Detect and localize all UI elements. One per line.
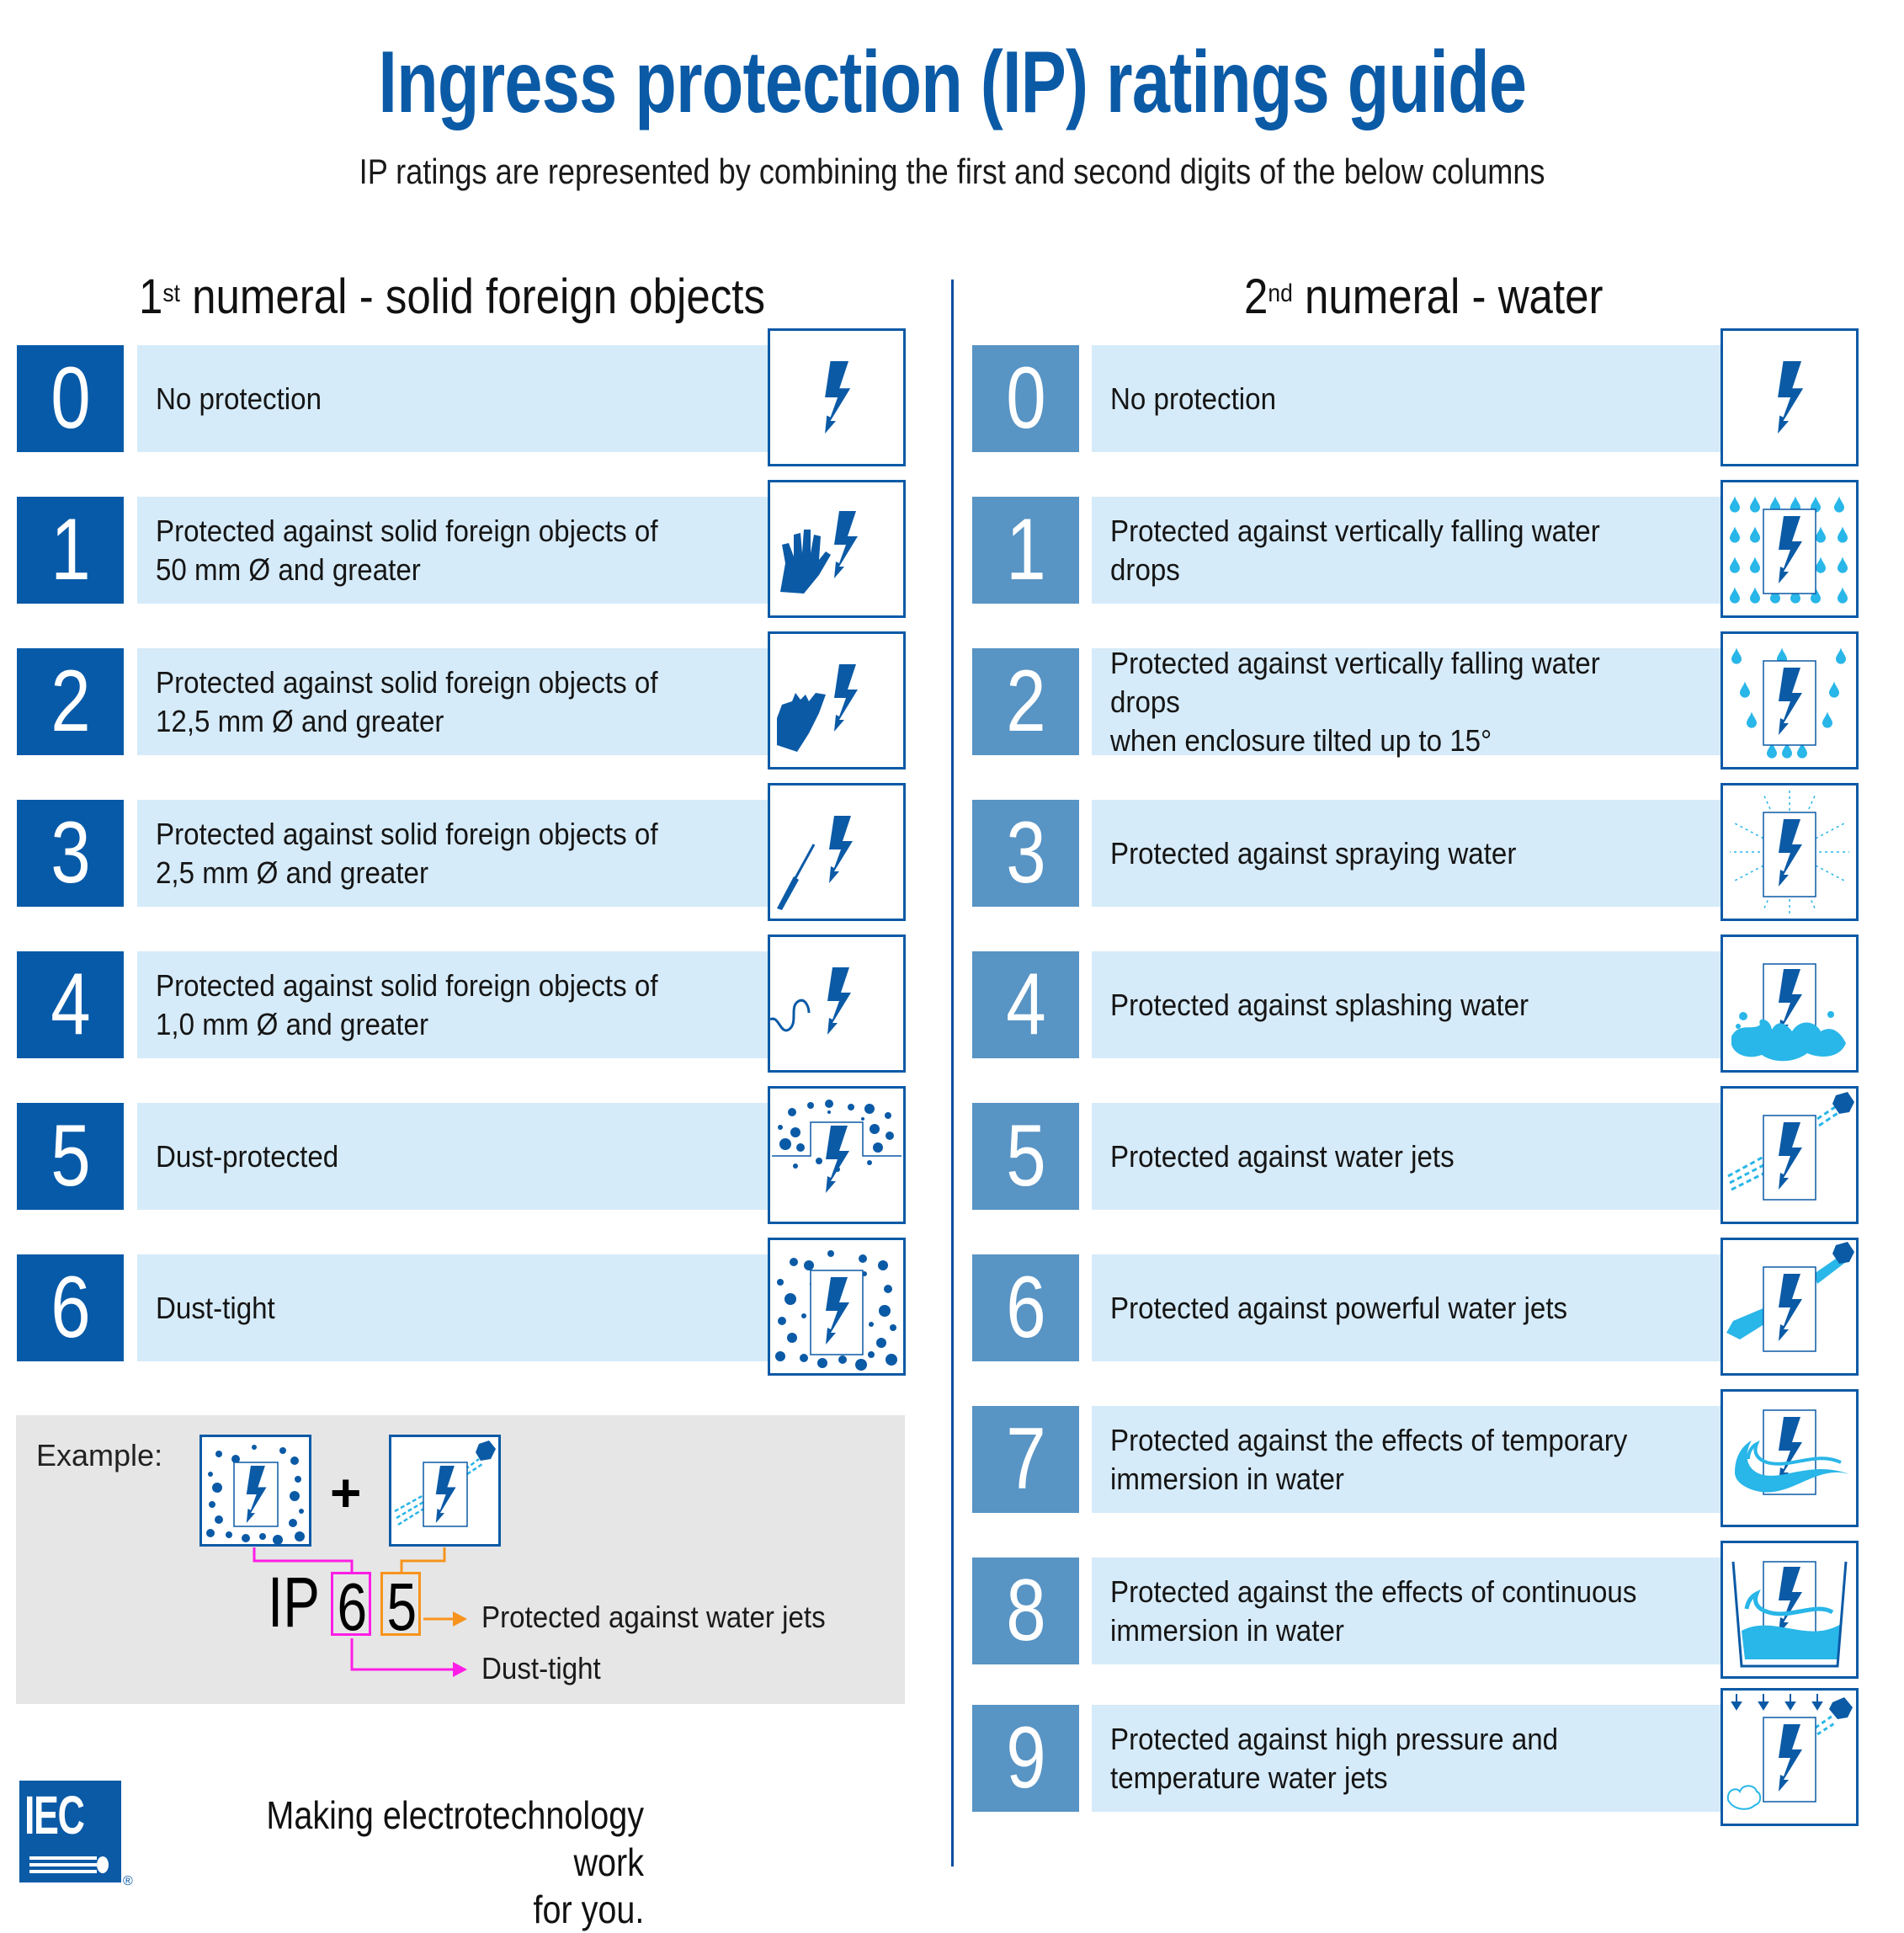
solids-row-1: 1 Protected against solid foreign object… [17, 480, 909, 643]
rating-digit: 3 [17, 800, 124, 907]
solids-row-5: 5 Dust-protected [17, 1086, 909, 1249]
screwdriver-icon [768, 783, 906, 921]
iec-logo: IEC [19, 1781, 121, 1882]
splash-icon [1721, 935, 1859, 1073]
water-jet-icon [1721, 1086, 1859, 1224]
water-row-6: 6 Protected against powerful water jets [972, 1238, 1864, 1401]
powerful-jet-icon [1721, 1238, 1859, 1376]
rating-digit: 5 [972, 1103, 1079, 1210]
second-digit-box: 5 [380, 1572, 421, 1641]
rating-digit: 9 [972, 1705, 1079, 1812]
rating-digit: 5 [17, 1103, 124, 1210]
rating-digit: 0 [17, 345, 124, 452]
rating-digit: 1 [972, 497, 1079, 604]
rating-description: No protection [137, 345, 769, 452]
first-digit-meaning: Dust-tight [481, 1651, 601, 1685]
water-row-2: 2 Protected against vertically falling w… [972, 631, 1864, 795]
solids-row-3: 3 Protected against solid foreign object… [17, 783, 909, 946]
rating-description: Protected against high pressure and temp… [1092, 1705, 1721, 1812]
rating-description: No protection [1092, 345, 1721, 452]
rating-description: Protected against solid foreign objects … [137, 648, 769, 755]
bolt-icon [768, 328, 906, 466]
solids-row-2: 2 Protected against solid foreign object… [17, 631, 909, 795]
rating-description: Protected against solid foreign objects … [137, 951, 769, 1058]
rating-description: Protected against solid foreign objects … [137, 800, 769, 907]
rating-digit: 1 [17, 497, 124, 604]
water-row-8: 8 Protected against the effects of conti… [972, 1541, 1864, 1704]
rating-digit: 4 [17, 951, 124, 1058]
rating-digit: 6 [17, 1254, 124, 1361]
example-label: Example: [36, 1438, 163, 1472]
drops-tilted-icon [1721, 631, 1859, 769]
rating-description: Protected against the effects of tempora… [1092, 1406, 1721, 1513]
high-pressure-jet-icon [1721, 1688, 1859, 1826]
water-row-3: 3 Protected against spraying water [972, 783, 1864, 946]
rating-digit: 6 [972, 1254, 1079, 1361]
solids-row-0: 0 No protection [17, 328, 909, 492]
rating-description: Dust-tight [137, 1254, 769, 1361]
drops-vertical-icon [1721, 480, 1859, 618]
wave-icon [1721, 1389, 1859, 1527]
dust-full-icon [199, 1435, 311, 1547]
hand-icon [768, 480, 906, 618]
rating-description: Protected against the effects of continu… [1092, 1558, 1721, 1664]
water-column-heading: 2nd numeral - water [1244, 269, 1604, 324]
bolt-icon [1721, 328, 1859, 466]
rating-description: Protected against vertically falling wat… [1092, 497, 1721, 604]
rating-digit: 0 [972, 345, 1079, 452]
finger-icon [768, 631, 906, 769]
rating-digit: 7 [972, 1406, 1079, 1513]
water-row-1: 1 Protected against vertically falling w… [972, 480, 1864, 643]
rating-description: Protected against splashing water [1092, 951, 1721, 1058]
dust-full-icon [768, 1238, 906, 1376]
plus-sign: + [330, 1462, 362, 1523]
ip-prefix: IP [268, 1563, 320, 1642]
immersion-tank-icon [1721, 1541, 1859, 1679]
wire-icon [768, 935, 906, 1073]
water-row-4: 4 Protected against splashing water [972, 935, 1864, 1098]
spray-icon [1721, 783, 1859, 921]
rating-description: Protected against vertically falling wat… [1092, 646, 1721, 758]
water-row-7: 7 Protected against the effects of tempo… [972, 1389, 1864, 1552]
rating-digit: 2 [972, 648, 1079, 755]
registered-mark: ® [123, 1874, 133, 1888]
rating-description: Dust-protected [137, 1103, 769, 1210]
dust-partial-icon [768, 1086, 906, 1224]
water-row-5: 5 Protected against water jets [972, 1086, 1864, 1249]
column-divider [951, 280, 954, 1866]
water-row-9: 9 Protected against high pressure and te… [972, 1688, 1864, 1851]
page-subtitle: IP ratings are represented by combining … [359, 152, 1545, 191]
rating-description: Protected against water jets [1092, 1103, 1721, 1210]
tagline: Making electrotechnology work for you. [266, 1793, 644, 1931]
water-row-0: 0 No protection [972, 328, 1864, 492]
rating-digit: 2 [17, 648, 124, 755]
rating-digit: 8 [972, 1558, 1079, 1664]
rating-description: Protected against powerful water jets [1092, 1254, 1721, 1361]
rating-digit: 3 [972, 800, 1079, 907]
solids-row-4: 4 Protected against solid foreign object… [17, 935, 909, 1098]
first-digit-box: 6 [331, 1572, 371, 1641]
solids-row-6: 6 Dust-tight [17, 1238, 909, 1401]
second-digit-meaning: Protected against water jets [481, 1600, 826, 1634]
rating-description: Protected against solid foreign objects … [137, 497, 769, 604]
solids-column-heading: 1st numeral - solid foreign objects [139, 269, 765, 324]
page-title: Ingress protection (IP) ratings guide [378, 34, 1527, 131]
rating-digit: 4 [972, 951, 1079, 1058]
water-jet-icon [389, 1435, 501, 1547]
rating-description: Protected against spraying water [1092, 800, 1721, 907]
